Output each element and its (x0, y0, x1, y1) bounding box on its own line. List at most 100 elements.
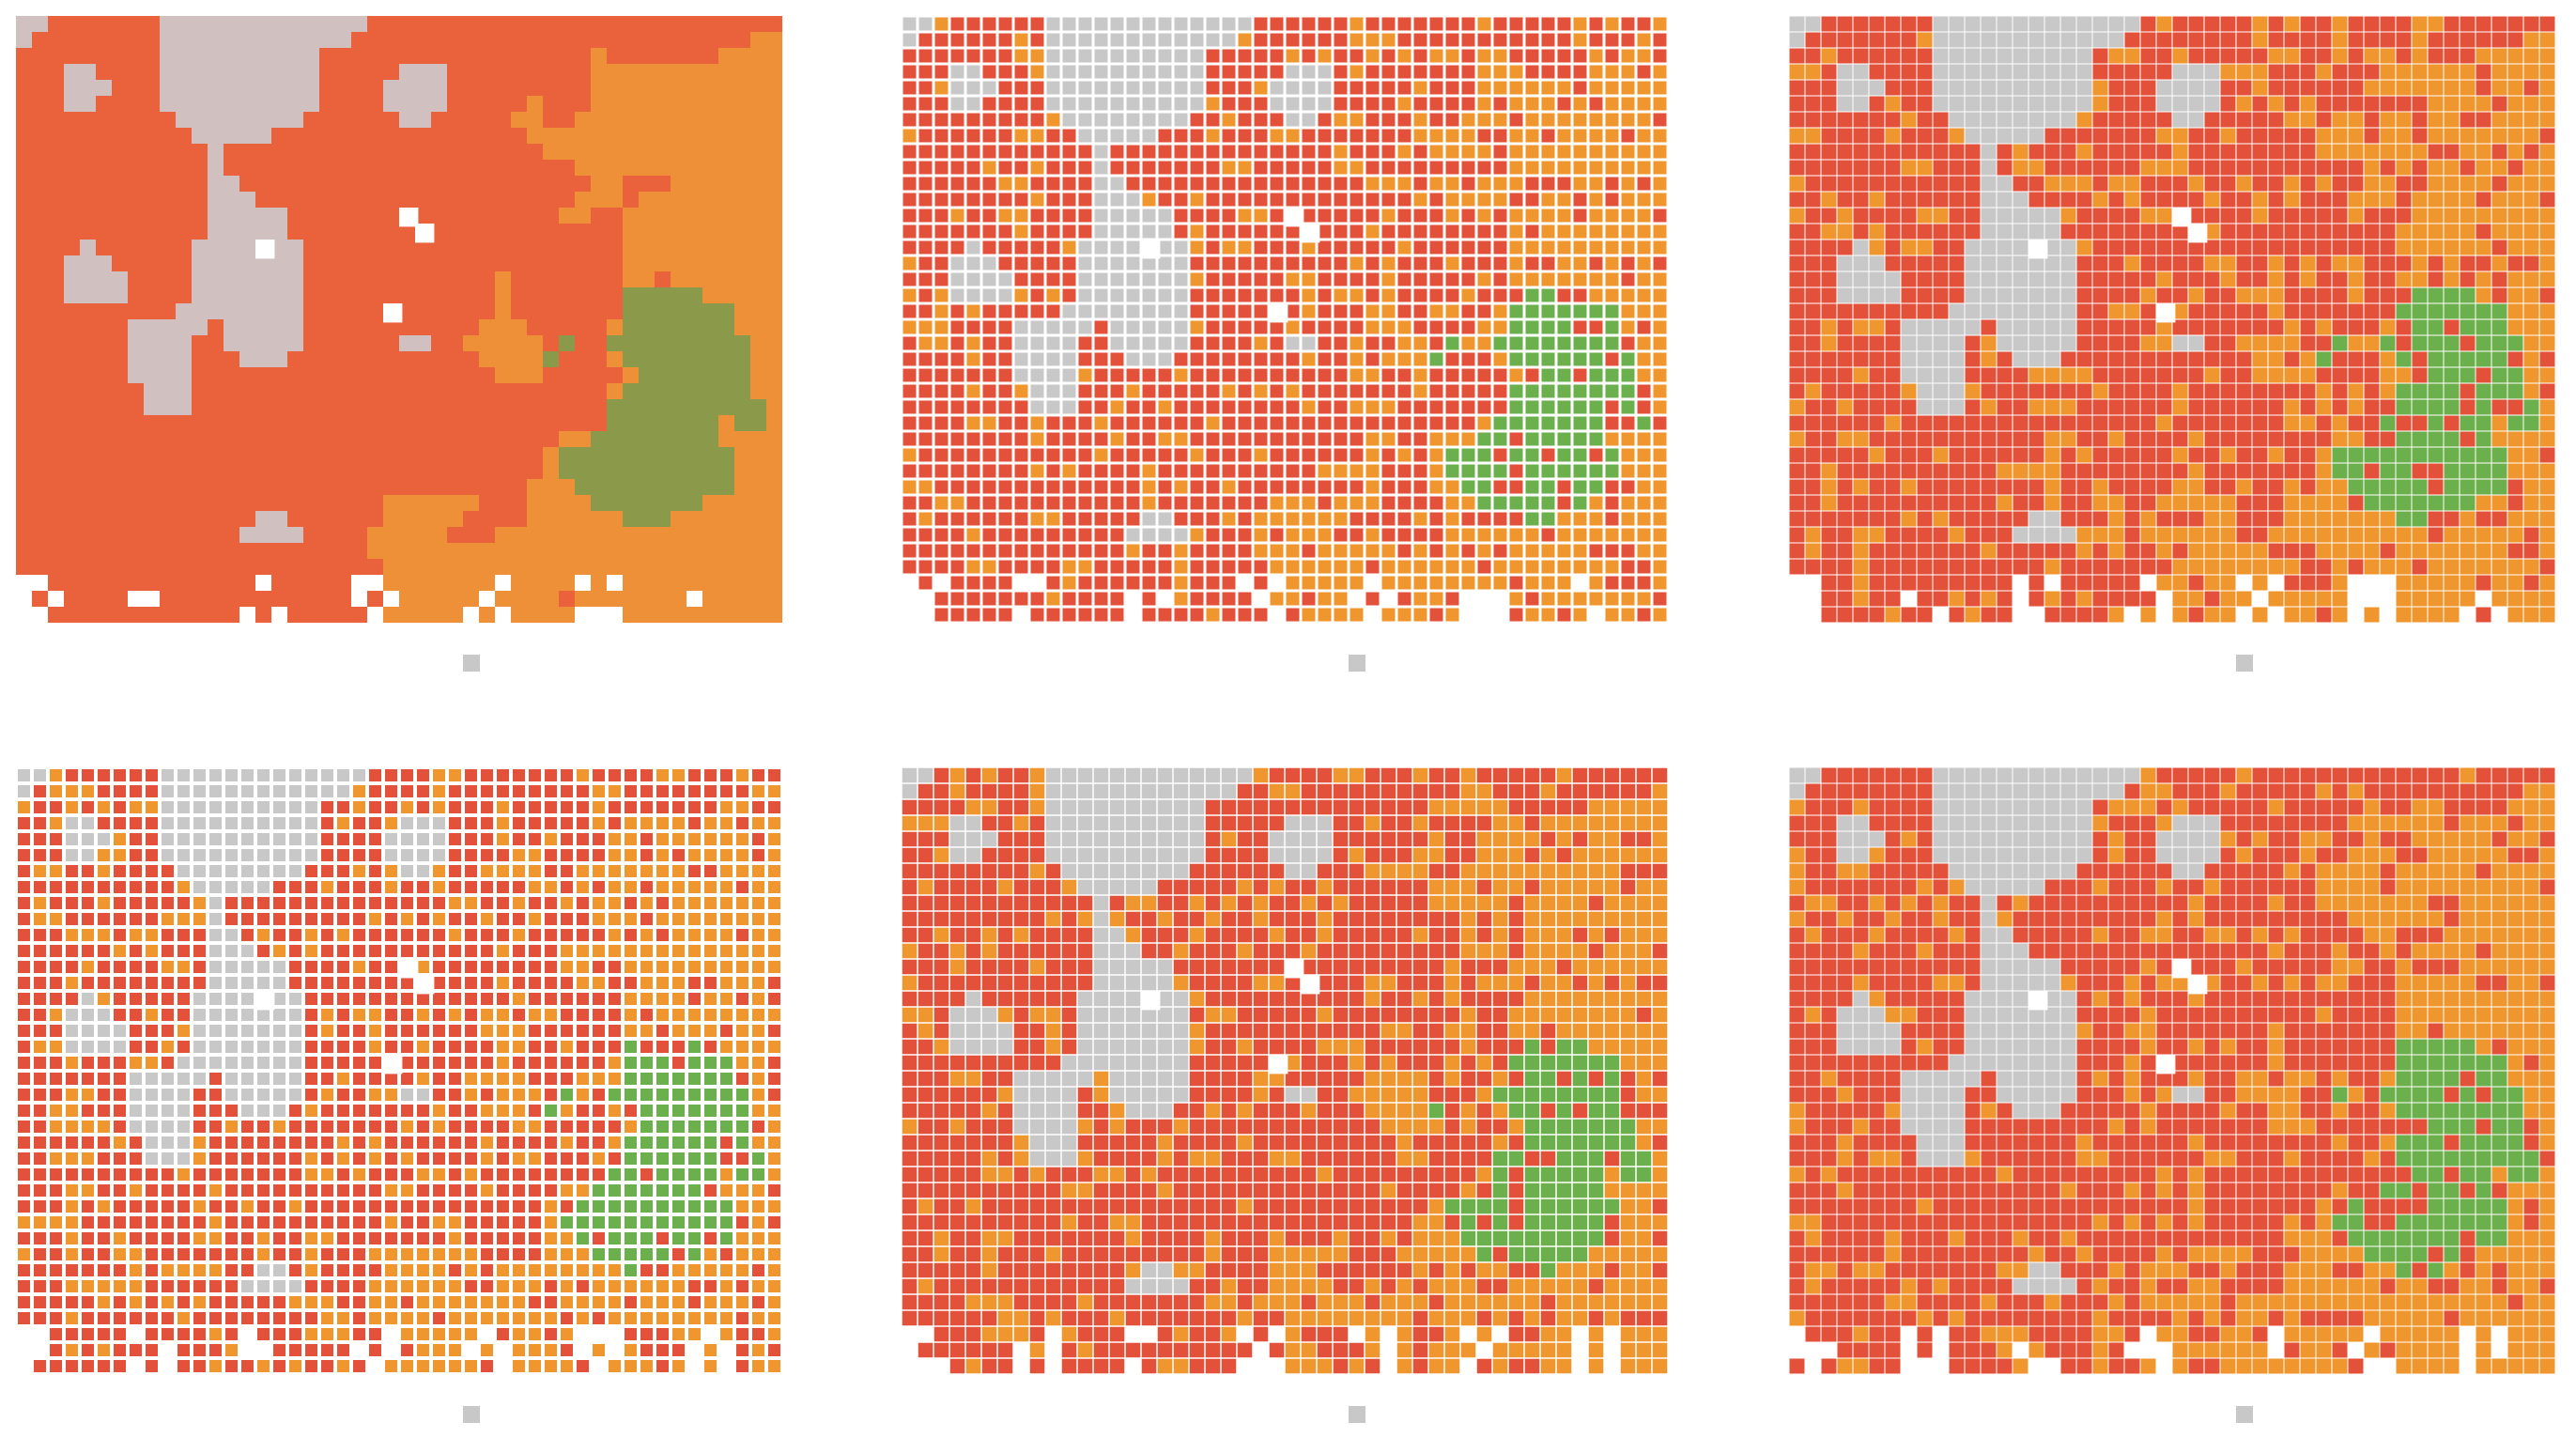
grid-cell (2300, 208, 2316, 224)
grid-cell (543, 351, 559, 367)
grid-cell (1126, 336, 1140, 350)
grid-cell (2188, 144, 2204, 160)
grid-cell (2444, 208, 2460, 224)
grid-cell (734, 112, 750, 128)
grid-cell (2140, 144, 2156, 160)
grid-cell (2140, 383, 2156, 399)
grid-cell (982, 256, 996, 271)
grid-cell (463, 240, 479, 255)
grid-cell (655, 543, 671, 559)
grid-cell (2044, 144, 2060, 160)
grid-cell (1869, 271, 1885, 287)
grid-cell (1334, 496, 1348, 510)
grid-cell (399, 303, 415, 319)
grid-cell (1014, 177, 1028, 191)
grid-cell (2460, 383, 2476, 399)
grid-cell (1653, 240, 1667, 255)
grid-cell (303, 303, 319, 319)
grid-cell (1397, 560, 1411, 574)
grid-cell (479, 495, 495, 511)
grid-cell (2172, 240, 2188, 255)
grid-cell (1965, 80, 1981, 96)
grid-cell (575, 303, 591, 319)
grid-cell (2140, 224, 2156, 240)
grid-cell (1078, 129, 1092, 143)
grid-cell (2539, 240, 2555, 255)
grid-cell (1094, 272, 1108, 286)
grid-cell (1869, 447, 1885, 463)
grid-cell (2444, 16, 2460, 32)
grid-cell (2204, 367, 2220, 383)
grid-cell (2332, 303, 2348, 319)
grid-cell (1365, 320, 1380, 334)
grid-cell (1254, 113, 1268, 127)
grid-cell (2188, 319, 2204, 335)
grid-cell (2188, 383, 2204, 399)
grid-cell (1525, 193, 1539, 207)
grid-cell (702, 271, 718, 287)
grid-cell (543, 447, 559, 463)
grid-cell (2268, 96, 2284, 112)
grid-cell (16, 128, 32, 144)
grid-cell (383, 479, 399, 495)
grid-cell (1429, 320, 1443, 334)
grid-cell (2396, 415, 2412, 431)
grid-cell (1365, 400, 1380, 414)
grid-cell (192, 224, 208, 240)
grid-cell (1302, 336, 1316, 350)
grid-cell (1573, 480, 1587, 494)
grid-cell (2204, 144, 2220, 160)
grid-cell (1014, 224, 1028, 239)
grid-cell (1270, 448, 1284, 462)
grid-cell (415, 431, 431, 447)
grid-cell (559, 224, 575, 240)
grid-cell (383, 112, 399, 128)
grid-cell (1062, 384, 1076, 398)
grid-cell (447, 271, 463, 287)
grid-cell (2428, 431, 2444, 447)
grid-cell (1917, 32, 1933, 48)
grid-cell (1222, 416, 1236, 430)
grid-cell (1621, 304, 1635, 318)
grid-cell (1997, 303, 2013, 319)
grid-cell (2412, 48, 2428, 64)
grid-cell (982, 145, 996, 159)
grid-cell (96, 495, 112, 511)
grid-cell (1885, 64, 1901, 80)
grid-cell (750, 224, 766, 240)
grid-cell (1381, 256, 1396, 271)
grid-cell (1126, 352, 1140, 366)
grid-cell (2444, 144, 2460, 160)
grid-cell (2380, 287, 2396, 303)
grid-cell (2491, 144, 2507, 160)
grid-cell (1142, 448, 1156, 462)
grid-cell (32, 511, 48, 527)
grid-cell (2396, 447, 2412, 463)
grid-cell (431, 479, 447, 495)
grid-cell (1477, 49, 1491, 63)
grid-cell (2172, 112, 2188, 128)
grid-cell (1413, 65, 1427, 79)
grid-cell (1541, 81, 1555, 95)
grid-cell (766, 463, 782, 479)
grid-cell (112, 208, 128, 224)
grid-cell (655, 160, 671, 176)
grid-cell (1046, 81, 1060, 95)
grid-cell (1477, 240, 1491, 255)
grid-cell (1110, 320, 1124, 334)
grid-cell (2156, 287, 2172, 303)
grid-cell (160, 112, 176, 128)
grid-cell (718, 176, 734, 192)
grid-cell (734, 80, 750, 96)
grid-cell (543, 415, 559, 431)
grid-cell (128, 160, 144, 176)
grid-cell (1030, 256, 1044, 271)
grid-cell (1461, 448, 1475, 462)
grid-cell (399, 255, 415, 271)
grid-cell (2252, 16, 2268, 32)
grid-cell (982, 272, 996, 286)
grid-cell (686, 80, 702, 96)
grid-cell (32, 399, 48, 415)
grid-cell (671, 128, 686, 144)
grid-cell (950, 560, 964, 574)
